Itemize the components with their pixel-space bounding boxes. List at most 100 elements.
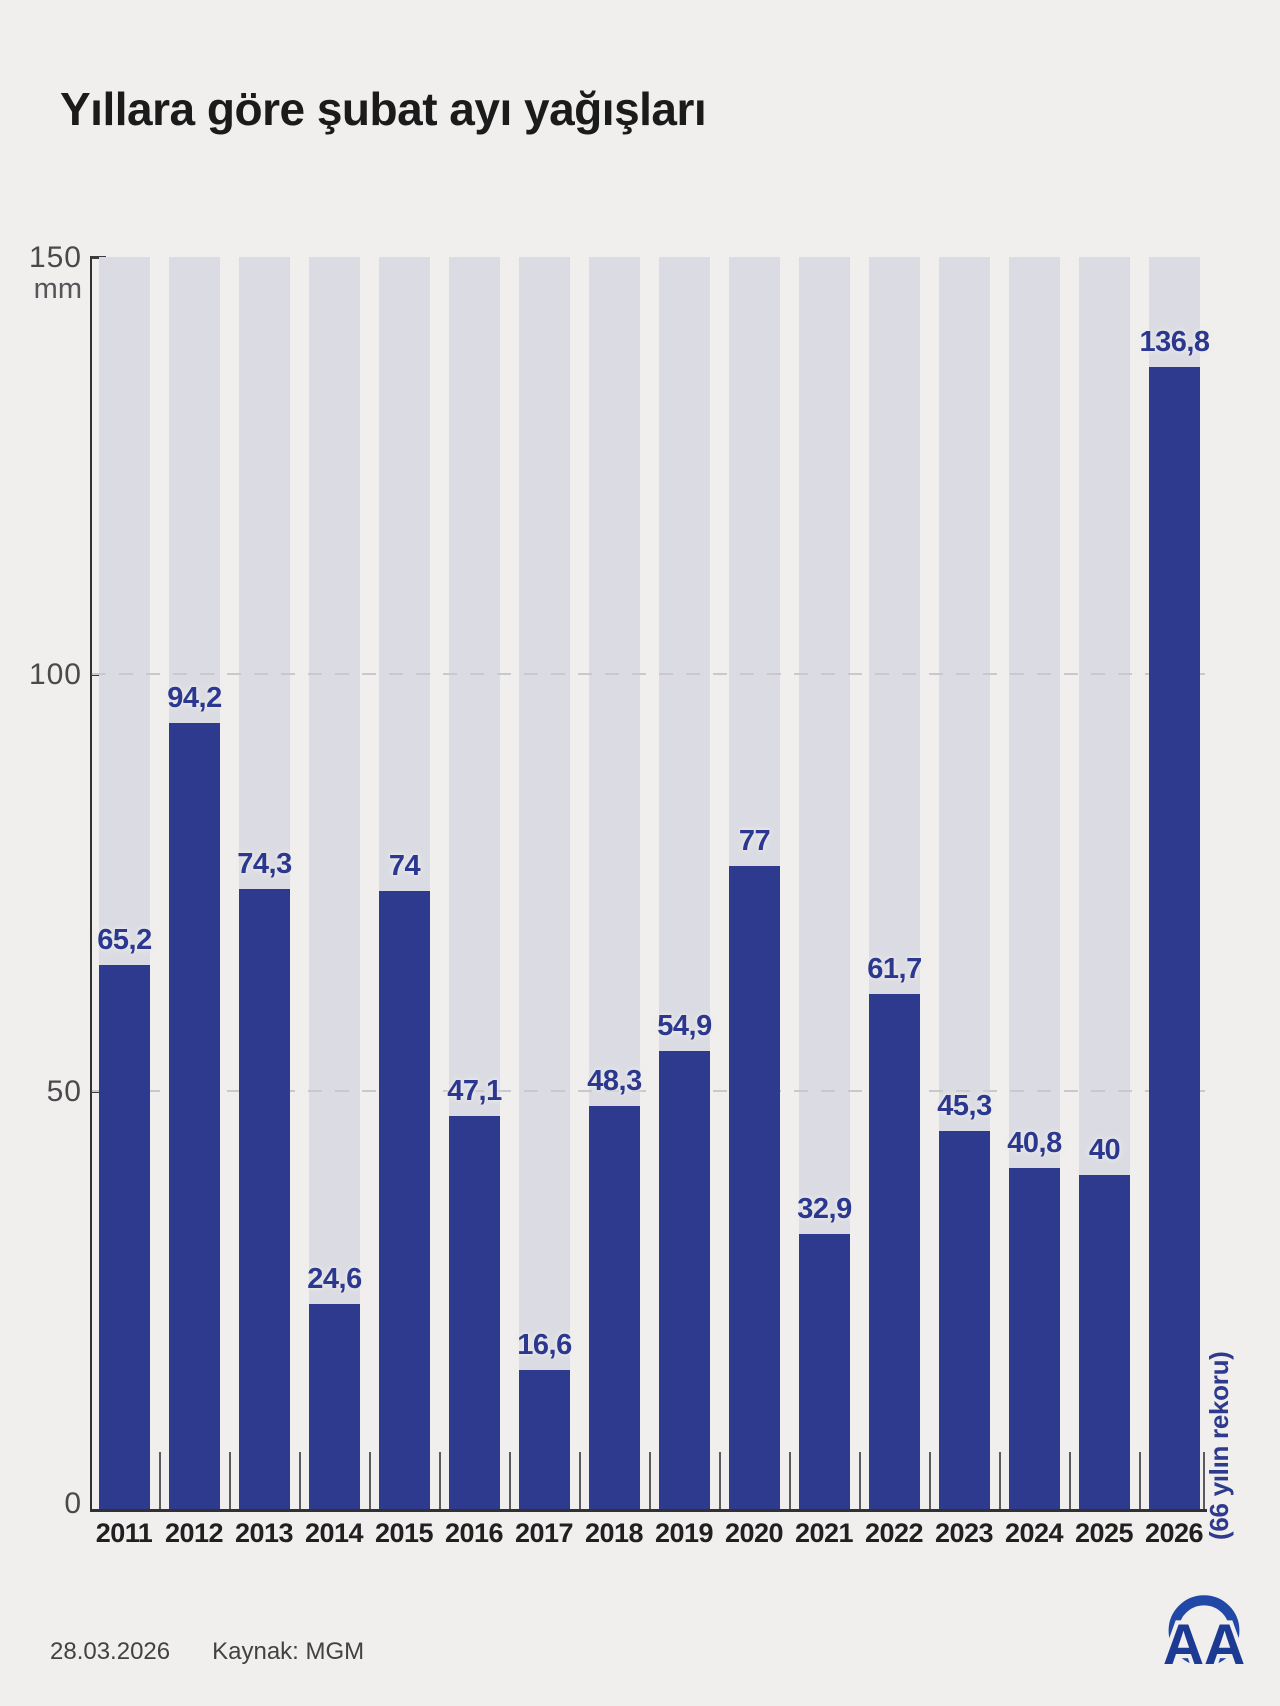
bar-2019 bbox=[659, 1051, 710, 1509]
bar-column-2018: 48,3 bbox=[587, 257, 642, 1509]
bar-column-2026: 136,8 bbox=[1139, 257, 1210, 1509]
bar-column-2015: 74 bbox=[379, 257, 430, 1509]
gridline-100 bbox=[92, 673, 1205, 675]
chart-title: Yıllara göre şubat ayı yağışları bbox=[60, 83, 707, 135]
bar-value-label-2018: 48,3 bbox=[587, 1065, 642, 1097]
bar-column-2014: 24,6 bbox=[307, 257, 362, 1509]
bar-value-label-2021: 32,9 bbox=[797, 1193, 852, 1225]
year-label-2024: 2024 bbox=[1004, 1518, 1064, 1548]
bar-value-label-2014: 24,6 bbox=[307, 1263, 362, 1295]
x-axis-gap-tick bbox=[1138, 1452, 1141, 1509]
aa-logo-text: AA bbox=[1163, 1613, 1245, 1677]
bar-value-label-2024: 40,8 bbox=[1007, 1127, 1062, 1159]
gridline-50 bbox=[92, 1090, 1205, 1092]
bar-2024 bbox=[1009, 1168, 1060, 1509]
year-label-2023: 2023 bbox=[934, 1518, 994, 1548]
year-label-2022: 2022 bbox=[864, 1518, 924, 1548]
x-axis-gap-tick bbox=[158, 1452, 161, 1509]
year-label-2015: 2015 bbox=[374, 1518, 434, 1548]
bar-column-2020: 77 bbox=[729, 257, 780, 1509]
year-label-2020: 2020 bbox=[724, 1518, 784, 1548]
bar-value-label-2017: 16,6 bbox=[517, 1329, 572, 1361]
bar-value-label-2015: 74 bbox=[388, 850, 421, 882]
bar-column-2022: 61,7 bbox=[867, 257, 922, 1509]
bar-column-2021: 32,9 bbox=[797, 257, 852, 1509]
x-axis-gap-tick bbox=[228, 1452, 231, 1509]
y-axis-line bbox=[90, 256, 92, 1510]
aa-agency-logo-icon: AA bbox=[1159, 1595, 1249, 1681]
bar-2013 bbox=[239, 889, 290, 1509]
x-axis-gap-tick bbox=[438, 1452, 441, 1509]
year-label-2021: 2021 bbox=[794, 1518, 854, 1548]
year-label-2025: 2025 bbox=[1074, 1518, 1134, 1548]
x-axis-baseline bbox=[90, 1509, 1207, 1512]
x-axis-ticks bbox=[99, 1452, 1205, 1509]
bar-2023 bbox=[939, 1131, 990, 1509]
bar-2014 bbox=[309, 1304, 360, 1509]
x-axis-gap-tick bbox=[648, 1452, 651, 1509]
bar-column-2025: 40 bbox=[1079, 257, 1130, 1509]
bar-2017 bbox=[519, 1370, 570, 1509]
year-label-2014: 2014 bbox=[304, 1518, 364, 1548]
footer: 28.03.2026 Kaynak: MGM bbox=[50, 1638, 364, 1666]
year-label-2017: 2017 bbox=[514, 1518, 574, 1548]
year-label-2026: 2026 bbox=[1144, 1518, 1204, 1548]
x-axis-gap-tick bbox=[298, 1452, 301, 1509]
bar-column-2019: 54,9 bbox=[657, 257, 712, 1509]
bar-2020 bbox=[729, 866, 780, 1509]
bar-value-label-2023: 45,3 bbox=[937, 1090, 992, 1122]
x-axis-gap-tick bbox=[368, 1452, 371, 1509]
bar-2011 bbox=[99, 965, 150, 1509]
bar-value-label-2019: 54,9 bbox=[657, 1010, 712, 1042]
bar-2021 bbox=[799, 1234, 850, 1509]
bar-2026 bbox=[1149, 367, 1200, 1509]
bar-value-label-2013: 74,3 bbox=[237, 848, 292, 880]
bar-column-2013: 74,3 bbox=[237, 257, 292, 1509]
y-axis-unit-label: mm bbox=[33, 273, 82, 305]
plot-area: 65,2 94,2 74,3 24,6 74 47,1 16,6 48,3 54,9 77 32,9… bbox=[97, 257, 1210, 1509]
bar-value-label-2011: 65,2 bbox=[97, 924, 152, 956]
bar-value-label-2026: 136,8 bbox=[1139, 326, 1210, 358]
bar-value-label-2025: 40 bbox=[1088, 1134, 1121, 1166]
y-axis-label-100: 100 bbox=[28, 658, 82, 691]
x-axis-gap-tick bbox=[928, 1452, 931, 1509]
y-axis-label-0: 0 bbox=[64, 1487, 82, 1520]
year-label-2016: 2016 bbox=[444, 1518, 504, 1548]
bar-value-label-2012: 94,2 bbox=[167, 682, 222, 714]
bar-column-2011: 65,2 bbox=[97, 257, 152, 1509]
bar-column-2023: 45,3 bbox=[937, 257, 992, 1509]
bar-2012 bbox=[169, 723, 220, 1509]
footer-source: Kaynak: MGM bbox=[212, 1638, 365, 1665]
year-label-2012: 2012 bbox=[164, 1518, 224, 1548]
year-label-2018: 2018 bbox=[584, 1518, 644, 1548]
bar-column-2024: 40,8 bbox=[1007, 257, 1062, 1509]
x-axis-gap-tick bbox=[858, 1452, 861, 1509]
y-axis-tick-150 bbox=[91, 256, 106, 259]
bar-2025 bbox=[1079, 1175, 1130, 1509]
bar-value-label-2022: 61,7 bbox=[867, 953, 922, 985]
x-axis-gap-tick bbox=[718, 1452, 721, 1509]
x-axis-gap-tick bbox=[1068, 1452, 1071, 1509]
x-axis-year-labels: 2011 2012 2013 2014 2015 2016 2017 2018 2019 2020… bbox=[89, 1518, 1210, 1549]
bar-column-2012: 94,2 bbox=[167, 257, 222, 1509]
x-axis-end-tick bbox=[1203, 1452, 1205, 1509]
bar-value-label-2016: 47,1 bbox=[447, 1075, 502, 1107]
year-label-2013: 2013 bbox=[234, 1518, 294, 1548]
bar-2022 bbox=[869, 994, 920, 1509]
x-axis-gap-tick bbox=[508, 1452, 511, 1509]
bar-value-label-2020: 77 bbox=[738, 825, 771, 857]
x-axis-gap-tick bbox=[998, 1452, 1001, 1509]
bar-2015 bbox=[379, 891, 430, 1509]
x-axis-gap-tick bbox=[578, 1452, 581, 1509]
bar-column-2016: 47,1 bbox=[447, 257, 502, 1509]
year-label-2019: 2019 bbox=[654, 1518, 714, 1548]
bar-track bbox=[309, 257, 360, 1509]
x-axis-gap-tick bbox=[788, 1452, 791, 1509]
y-axis-label-150: 150 bbox=[28, 241, 82, 274]
bar-track bbox=[519, 257, 570, 1509]
footer-date: 28.03.2026 bbox=[50, 1638, 171, 1665]
record-annotation: (66 yılın rekoru) bbox=[1204, 1351, 1234, 1540]
bar-2016 bbox=[449, 1116, 500, 1509]
bar-2018 bbox=[589, 1106, 640, 1509]
